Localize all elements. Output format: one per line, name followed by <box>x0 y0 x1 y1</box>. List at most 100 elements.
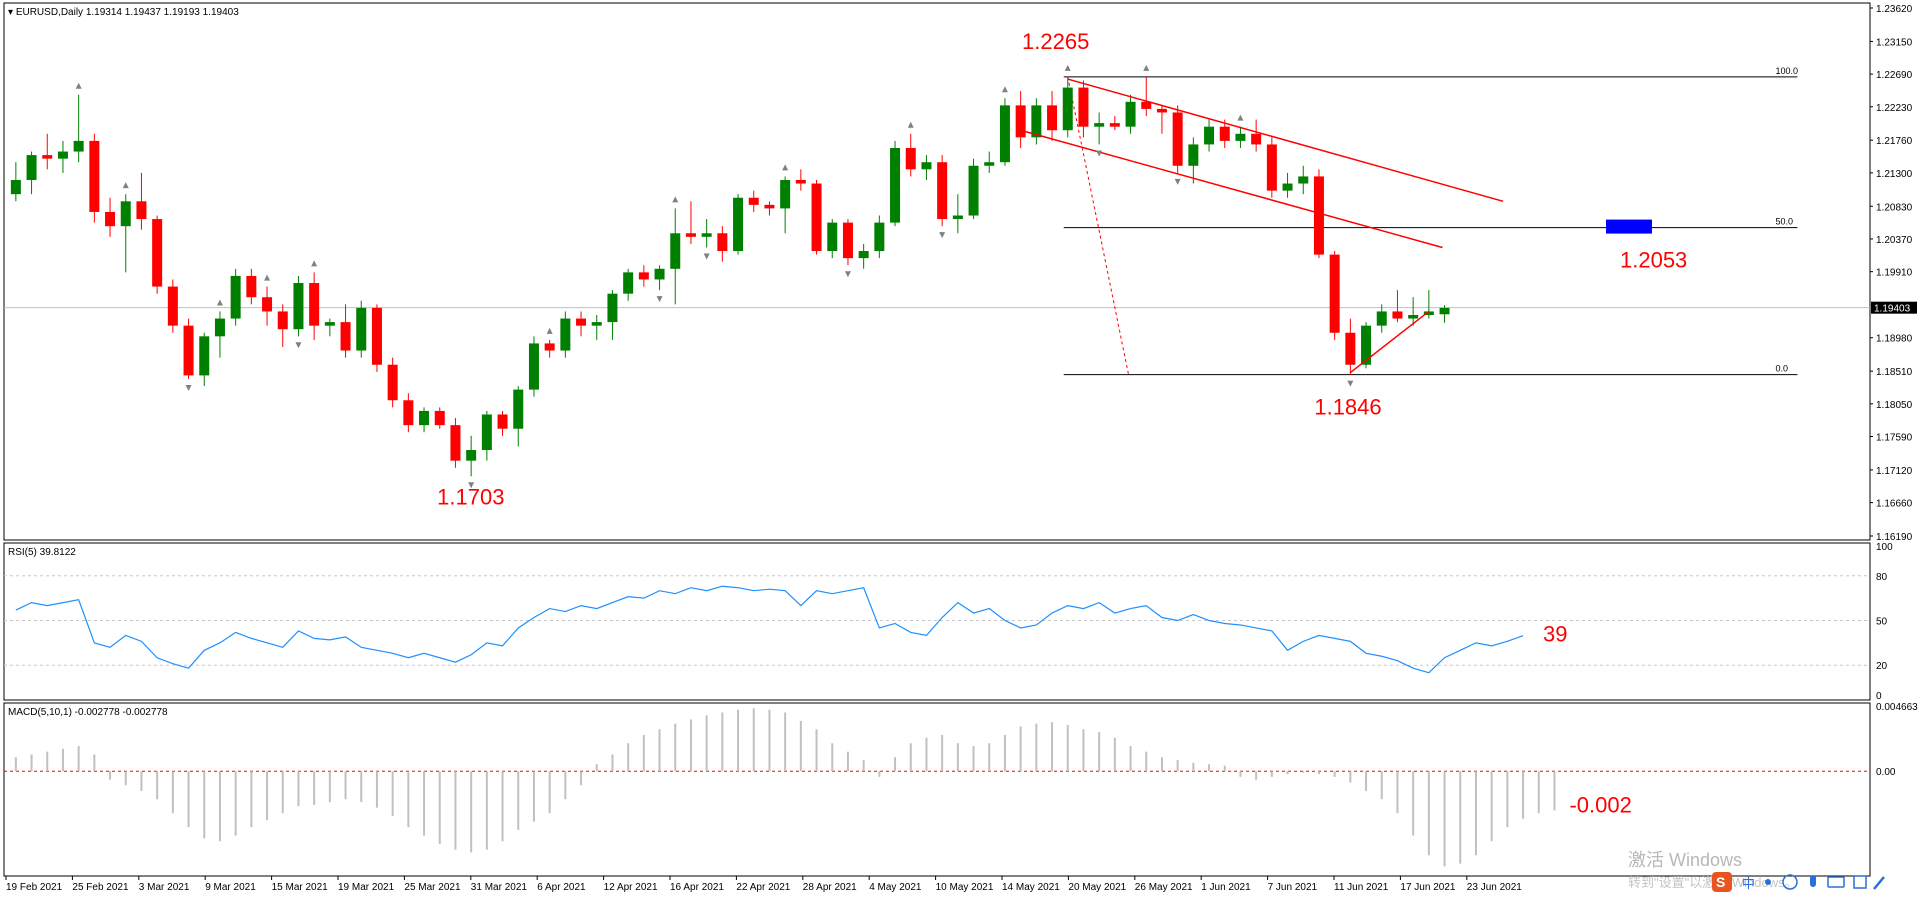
candle-body <box>1345 332 1356 365</box>
fib-50-highlight-box <box>1606 219 1652 234</box>
candle-body <box>1078 87 1089 127</box>
candle-body <box>968 165 979 216</box>
candle-body <box>1282 183 1293 191</box>
date-tick-label: 23 Jun 2021 <box>1467 882 1522 893</box>
date-tick-label: 16 Apr 2021 <box>670 882 724 893</box>
emoji-icon[interactable] <box>1782 874 1798 890</box>
fractal-up-arrow <box>264 274 271 281</box>
candle-body <box>42 155 53 159</box>
rsi-tick-label: 100 <box>1876 542 1893 553</box>
fractal-down-arrow <box>1347 380 1354 387</box>
fractal-down-arrow <box>1174 178 1181 185</box>
candle-body <box>1015 105 1026 138</box>
macd-panel-title: MACD(5,10,1) -0.002778 -0.002778 <box>8 707 168 718</box>
price-tick-label: 1.23620 <box>1876 4 1913 15</box>
candle-body <box>1376 311 1387 326</box>
fractal-down-arrow <box>656 296 663 303</box>
fractal-up-arrow <box>311 260 318 267</box>
channel-upper-line <box>1067 78 1504 203</box>
microphone-icon[interactable] <box>1810 875 1816 887</box>
price-axis-group: 1.23620 1.23150 1.22690 1.22230 1.21760 1.213… <box>4 4 1917 543</box>
candle-body <box>199 336 210 376</box>
grid-menu-icon[interactable] <box>1853 875 1867 889</box>
candle-body <box>152 219 163 287</box>
candle-body <box>1125 101 1136 127</box>
candle-body <box>623 272 634 294</box>
rsi-tick-label: 20 <box>1876 661 1888 672</box>
sogou-input-icon[interactable] <box>1712 872 1732 892</box>
candle-body <box>513 389 524 429</box>
candle-body <box>136 201 147 220</box>
date-tick-label: 4 May 2021 <box>869 882 922 893</box>
rsi-tick-label: 80 <box>1876 572 1888 583</box>
price-tick-label: 1.16660 <box>1876 499 1913 510</box>
date-tick-label: 25 Feb 2021 <box>72 882 129 893</box>
annotation-high: 1.2265 <box>1022 29 1089 54</box>
macd-last-value: -0.002 <box>1569 792 1631 817</box>
candle-body <box>183 325 194 376</box>
candles-group <box>10 76 1450 477</box>
fractal-up-arrow <box>546 327 553 334</box>
macd-panel-frame <box>3 702 1871 877</box>
candle-body <box>497 414 508 429</box>
date-tick-label: 26 May 2021 <box>1135 882 1193 893</box>
wrench-icon[interactable] <box>1873 876 1885 890</box>
candle-body <box>10 179 21 195</box>
candle-body <box>387 364 398 401</box>
tray-icons: S 中 <box>1712 872 1885 892</box>
price-tick-label: 1.18050 <box>1876 400 1913 411</box>
candle-body <box>1204 126 1215 145</box>
rsi-panel-title: RSI(5) 39.8122 <box>8 547 76 558</box>
fractals-group <box>75 64 1354 489</box>
candle-body <box>120 201 131 227</box>
date-tick-label: 7 Jun 2021 <box>1268 882 1318 893</box>
candle-body <box>1094 123 1105 127</box>
candle-body <box>874 222 885 252</box>
fractal-up-arrow <box>122 182 129 189</box>
fractal-down-arrow <box>185 384 192 391</box>
date-tick-label: 31 Mar 2021 <box>471 882 528 893</box>
candle-body <box>466 450 477 461</box>
candle-body <box>26 155 37 180</box>
candle-body <box>733 197 744 252</box>
rsi-last-value: 39 <box>1543 622 1567 647</box>
candle-body <box>607 293 618 323</box>
keyboard-icon[interactable] <box>1827 876 1845 888</box>
chinese-mode-icon[interactable]: 中 <box>1742 876 1755 891</box>
fractal-up-arrow <box>1143 64 1150 71</box>
candle-body <box>89 140 100 212</box>
candle-body <box>1361 325 1372 365</box>
candle-body <box>795 179 806 184</box>
candle-body <box>1031 105 1042 138</box>
annotation-fib-50-value: 1.2053 <box>1620 248 1687 273</box>
candle-body <box>748 197 759 205</box>
fib-diagonal-line <box>1067 76 1130 375</box>
candle-body <box>246 275 257 298</box>
candle-body <box>1408 314 1419 319</box>
price-tick-label: 1.20830 <box>1876 202 1913 213</box>
candle-body <box>481 414 492 451</box>
candle-body <box>921 162 932 170</box>
fractal-down-arrow <box>703 253 710 260</box>
price-tick-label: 1.20370 <box>1876 235 1913 246</box>
price-tick-label: 1.17120 <box>1876 466 1913 477</box>
candle-body <box>1047 105 1058 131</box>
candle-body <box>434 410 445 426</box>
candle-body <box>544 343 555 351</box>
price-tick-label: 1.16190 <box>1876 532 1913 543</box>
punctuation-icon[interactable] <box>1765 879 1771 885</box>
channel-lower-line <box>1020 129 1443 249</box>
fractal-up-arrow <box>75 82 82 89</box>
date-tick-label: 9 Mar 2021 <box>205 882 256 893</box>
candle-body <box>1062 87 1073 131</box>
candle-body <box>105 211 116 227</box>
candle-body <box>403 400 414 426</box>
date-tick-label: 19 Mar 2021 <box>338 882 395 893</box>
candle-body <box>1219 126 1230 141</box>
macd-tick-label: 0.00 <box>1876 767 1896 778</box>
fibonacci-group: 100.0 50.0 0.0 <box>1063 66 1798 376</box>
candle-body <box>1141 101 1152 109</box>
price-tick-label: 1.21300 <box>1876 169 1913 180</box>
